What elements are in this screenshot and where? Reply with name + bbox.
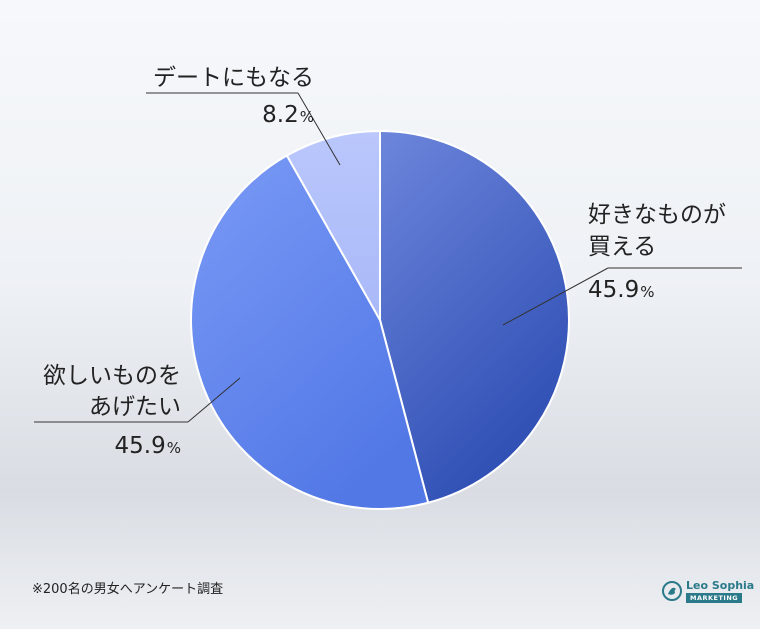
slice-value-0: 45.9% xyxy=(588,277,654,303)
brand-name: Leo Sophia xyxy=(686,579,755,592)
slice-value-2-number: 8.2 xyxy=(262,102,299,128)
pie-slice-0 xyxy=(379,129,570,504)
slice-value-0-unit: % xyxy=(640,283,654,301)
leader-line-1 xyxy=(187,377,241,423)
slice-label-1-line1: 欲しいものを xyxy=(43,363,181,389)
slice-label-2-line1: デートにもなる xyxy=(153,65,314,91)
slice-label-0-line1: 好きなものが xyxy=(588,202,726,228)
brand-logo: Leo Sophia MARKETING xyxy=(662,579,755,604)
brand-tagline: MARKETING xyxy=(686,593,743,603)
slice-value-2: 8.2% xyxy=(262,102,314,128)
slice-value-1: 45.9% xyxy=(115,433,181,459)
slice-label-0-line2: 買える xyxy=(588,234,656,260)
slice-label-1-line2: あげたい xyxy=(89,394,181,420)
slice-value-1-number: 45.9 xyxy=(115,433,166,459)
slice-value-0-number: 45.9 xyxy=(588,277,639,303)
leader-line-2 xyxy=(297,92,341,166)
slice-value-2-unit: % xyxy=(300,108,314,126)
leader-line-0 xyxy=(502,267,609,326)
lion-head-icon xyxy=(662,581,682,601)
slice-value-1-unit: % xyxy=(167,439,181,457)
pie-slice-1 xyxy=(190,154,430,510)
survey-footnote: ※200名の男女へアンケート調査 xyxy=(32,582,224,597)
pie-slice-2 xyxy=(285,129,381,324)
